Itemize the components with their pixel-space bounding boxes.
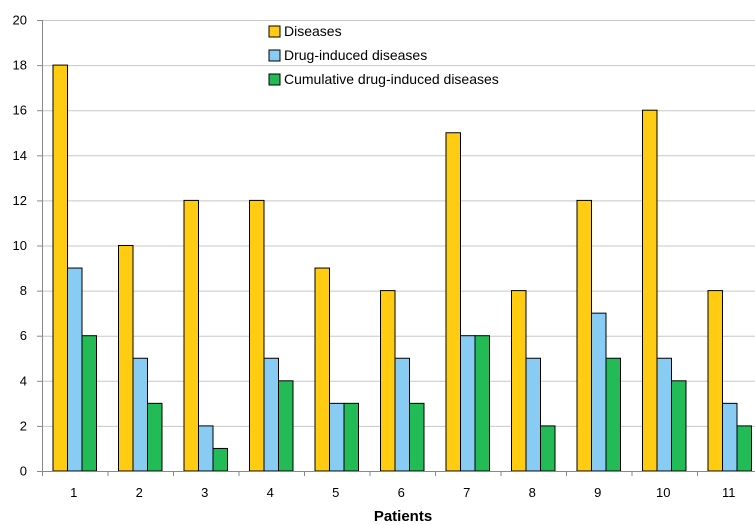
- legend-label: Drug-induced diseases: [284, 47, 427, 63]
- grid-lines: [42, 20, 755, 427]
- bar: [474, 335, 490, 472]
- axes: [37, 20, 755, 476]
- bar: [394, 357, 410, 472]
- bar: [656, 357, 672, 472]
- bar: [707, 290, 723, 472]
- bar: [525, 357, 541, 472]
- legend-label: Diseases: [284, 23, 342, 39]
- bar: [722, 402, 738, 472]
- bar: [576, 199, 592, 472]
- bar: [343, 402, 359, 472]
- bar: [118, 245, 134, 472]
- legend-swatch: [268, 25, 281, 38]
- y-tick-label: 4: [20, 373, 27, 388]
- legend-swatch: [268, 73, 281, 86]
- bar: [249, 199, 265, 472]
- y-tick-label: 10: [13, 238, 27, 253]
- x-tick-label: 5: [332, 485, 339, 500]
- x-tick-label: 6: [398, 485, 405, 500]
- y-tick-label: 16: [13, 103, 27, 118]
- bar: [445, 132, 461, 472]
- bars: [52, 64, 752, 472]
- y-tick-label: 6: [20, 328, 27, 343]
- bar: [671, 380, 687, 472]
- x-tick-label: 1: [70, 485, 77, 500]
- x-tick-labels: 1 2 3 4 5 6 7 8 9 10 11: [70, 485, 735, 500]
- x-tick-label: 3: [201, 485, 208, 500]
- x-tick-label: 2: [136, 485, 143, 500]
- bar: [183, 199, 199, 472]
- y-tick-labels: 0 2 4 6 8 10 12 14 16 18 20: [13, 13, 27, 479]
- bar: [198, 425, 214, 472]
- bar: [81, 335, 97, 472]
- bar: [736, 425, 752, 472]
- y-tick-label: 14: [13, 148, 27, 163]
- bar: [511, 290, 527, 472]
- y-tick-label: 0: [20, 464, 27, 479]
- y-tick-label: 2: [20, 418, 27, 433]
- x-tick-label: 10: [656, 485, 670, 500]
- bar: [642, 109, 658, 472]
- legend-label: Cumulative drug-induced diseases: [284, 71, 499, 87]
- bar: [540, 425, 556, 472]
- bar: [132, 357, 148, 472]
- bar: [605, 357, 621, 472]
- bar: [460, 335, 476, 472]
- bar: [591, 312, 607, 472]
- bar: [409, 402, 425, 472]
- bar: [380, 290, 396, 472]
- y-tick-label: 12: [13, 193, 27, 208]
- bar: [52, 64, 68, 472]
- x-tick-label: 8: [529, 485, 536, 500]
- y-tick-label: 8: [20, 283, 27, 298]
- y-tick-label: 18: [13, 58, 27, 73]
- bar: [263, 357, 279, 472]
- bar: [147, 402, 163, 472]
- x-axis-title: Patients: [374, 508, 432, 525]
- bar: [329, 402, 345, 472]
- x-tick-label: 9: [594, 485, 601, 500]
- y-tick-label: 20: [13, 13, 27, 28]
- x-tick-label: 4: [267, 485, 274, 500]
- x-tick-label: 11: [722, 485, 736, 500]
- bar: [212, 447, 228, 472]
- legend-swatch: [268, 49, 281, 62]
- bar: [67, 267, 83, 472]
- bar: [314, 267, 330, 472]
- x-tick-label: 7: [463, 485, 470, 500]
- bar: [278, 380, 294, 472]
- legend: Diseases Drug-induced diseases Cumulative …: [268, 23, 499, 87]
